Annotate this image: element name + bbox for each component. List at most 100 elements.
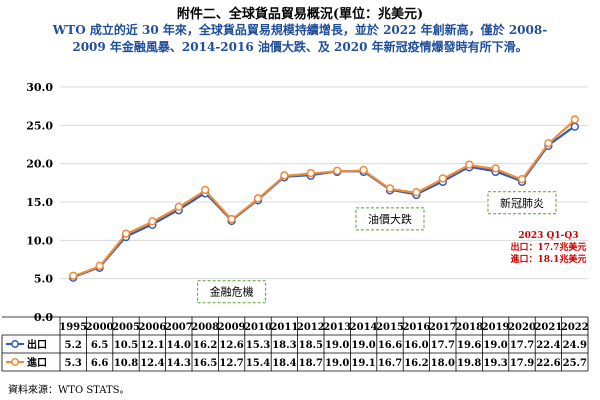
data-point-import xyxy=(359,165,368,175)
table-value: 18.3 xyxy=(272,340,296,351)
y-tick-label: 20.0 xyxy=(26,158,53,171)
table-value: 19.6 xyxy=(457,340,481,351)
table-value: 16.6 xyxy=(378,340,402,351)
annotation-box xyxy=(355,207,425,231)
data-point-import xyxy=(333,166,342,175)
data-point-import xyxy=(253,194,263,203)
x-tick-label: 2000 xyxy=(86,322,114,333)
table-value: 12.4 xyxy=(140,358,164,369)
table-value: 12.1 xyxy=(140,340,164,351)
table-value: 17.7 xyxy=(431,340,455,351)
x-tick-label: 2014 xyxy=(350,322,378,333)
y-tick-label: 25.0 xyxy=(26,119,53,132)
legend-marker xyxy=(11,340,19,348)
x-tick-label: 2008 xyxy=(191,322,219,333)
table-value: 19.0 xyxy=(325,358,349,369)
table-value: 19.3 xyxy=(483,358,507,369)
y-tick-label: 10.0 xyxy=(26,234,53,247)
x-tick-label: 2009 xyxy=(218,322,246,333)
data-point-import xyxy=(69,271,78,280)
table-value: 6.5 xyxy=(91,340,108,351)
data-point-import xyxy=(438,174,447,183)
data-point-import xyxy=(517,175,527,184)
data-point-import xyxy=(174,202,183,211)
x-tick-label: 2006 xyxy=(138,322,166,333)
x-tick-label: 2022 xyxy=(561,322,589,333)
data-point-import xyxy=(491,164,500,173)
x-tick-label: 2007 xyxy=(165,322,193,333)
x-tick-label: 2016 xyxy=(402,322,430,333)
x-tick-label: 2012 xyxy=(297,322,325,333)
table-value: 12.6 xyxy=(219,340,243,351)
legend-label: 出口 xyxy=(27,338,47,351)
data-point-import xyxy=(280,171,289,180)
table-value: 18.5 xyxy=(299,340,323,351)
table-value: 18.0 xyxy=(431,358,455,369)
data-point-import xyxy=(95,261,104,270)
table-value: 17.9 xyxy=(510,358,534,369)
data-point-import xyxy=(544,138,553,148)
table-value: 10.8 xyxy=(114,358,138,369)
table-value: 5.2 xyxy=(64,340,81,351)
y-tick-label: 0.0 xyxy=(34,311,53,324)
data-point-export xyxy=(570,122,579,131)
source-note: 資料來源：WTO STATS。 xyxy=(8,385,130,396)
note-line: 出口：17.7兆美元 xyxy=(510,241,586,253)
note-line: 2023 Q1-Q3 xyxy=(518,231,578,241)
y-tick-label: 30.0 xyxy=(26,81,53,94)
data-point-import xyxy=(570,115,579,124)
table-value: 10.5 xyxy=(114,340,138,351)
x-tick-label: 2005 xyxy=(112,322,140,333)
table-value: 22.4 xyxy=(536,340,560,351)
data-point-import xyxy=(201,185,210,195)
table-value: 17.7 xyxy=(510,340,534,351)
data-point-import xyxy=(465,160,474,169)
table-value: 24.9 xyxy=(563,340,587,351)
page-title: 附件二、全球貨品貿易概況(單位：兆美元) xyxy=(176,7,424,22)
table-value: 14.3 xyxy=(167,358,191,369)
data-point-import xyxy=(412,188,421,197)
table-value: 19.8 xyxy=(457,358,481,369)
annotation-label: 金融危機 xyxy=(210,285,254,299)
table-value: 22.6 xyxy=(536,358,560,369)
data-point-import xyxy=(306,168,315,178)
x-tick-label: 2021 xyxy=(534,322,562,333)
table-value: 6.6 xyxy=(91,358,108,369)
x-tick-label: 2013 xyxy=(323,322,351,333)
x-tick-label: 2020 xyxy=(508,322,536,333)
table-value: 16.0 xyxy=(404,340,428,351)
table-value: 16.7 xyxy=(378,358,402,369)
data-point-import xyxy=(121,229,131,238)
chart-subtitle: WTO 成立的近 30 年來，全球貨品貿易規模持續增長，並於 2022 年創新高… xyxy=(52,23,548,54)
table-value: 16.2 xyxy=(193,340,217,351)
x-tick-label: 2010 xyxy=(244,322,272,333)
note-line: 進口：18.1兆美元 xyxy=(510,253,586,265)
data-point-import xyxy=(148,217,157,226)
table-value: 15.3 xyxy=(246,340,270,351)
x-tick-label: 2017 xyxy=(429,322,457,333)
x-tick-label: 2018 xyxy=(455,322,483,333)
table-value: 18.7 xyxy=(299,358,323,369)
table-value: 15.4 xyxy=(246,358,270,369)
table-value: 19.0 xyxy=(325,340,349,351)
table-value: 25.7 xyxy=(563,358,587,369)
x-tick-label: 2015 xyxy=(376,322,404,333)
table-value: 16.5 xyxy=(193,358,217,369)
data-point-import xyxy=(227,214,236,224)
table-value: 12.7 xyxy=(219,358,243,369)
annotation-box xyxy=(197,280,267,304)
legend-label: 進口 xyxy=(27,356,47,369)
table-value: 18.4 xyxy=(272,358,296,369)
x-tick-label: 2019 xyxy=(482,322,510,333)
annotation-box xyxy=(487,191,557,215)
table-value: 19.0 xyxy=(483,340,507,351)
data-point-import xyxy=(385,184,395,193)
legend-marker xyxy=(11,358,19,366)
annotation-label: 新冠肺炎 xyxy=(500,196,544,210)
series-line-import xyxy=(72,119,576,278)
table-value: 16.2 xyxy=(404,358,428,369)
table-value: 14.0 xyxy=(167,340,191,351)
y-tick-label: 5.0 xyxy=(34,273,53,286)
table-value: 19.1 xyxy=(351,358,375,369)
